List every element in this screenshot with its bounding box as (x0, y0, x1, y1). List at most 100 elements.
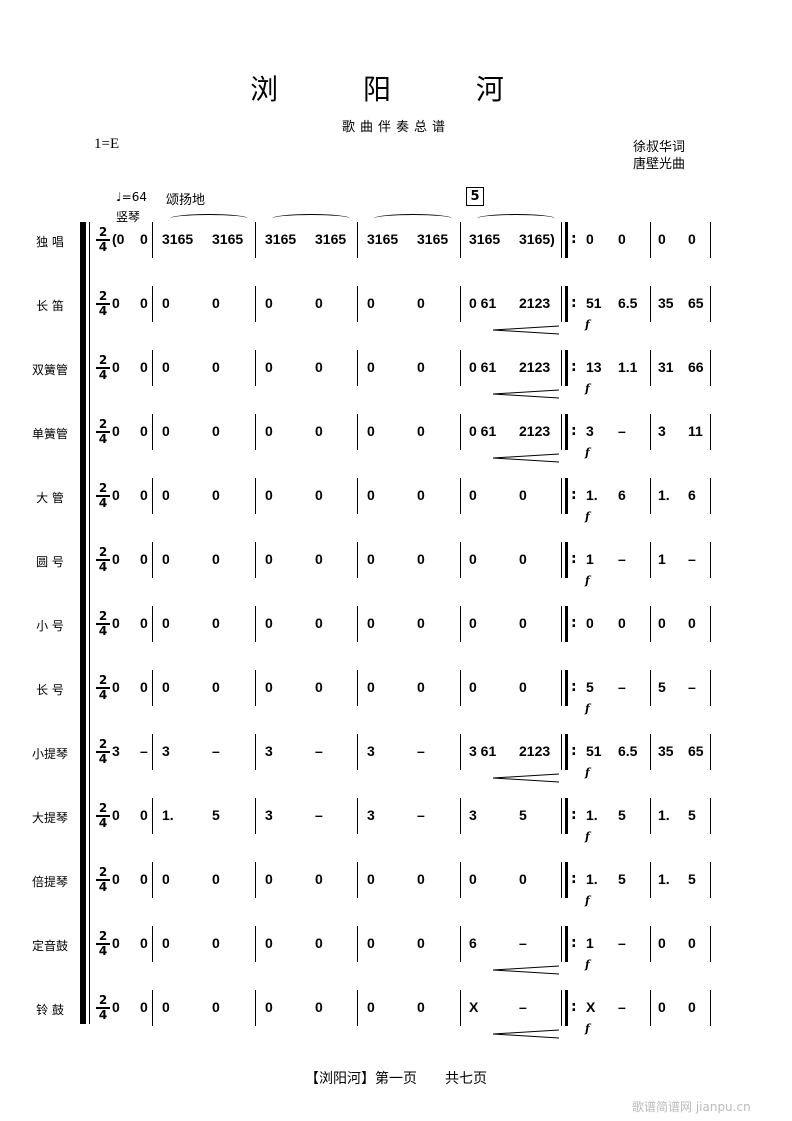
note-beat: 5 (688, 807, 696, 823)
note-beat: – (618, 999, 626, 1015)
barline (561, 222, 562, 258)
time-sig-top: 2 (98, 417, 108, 431)
note-beat: 0 (265, 423, 273, 439)
note-beat: 0 (162, 423, 170, 439)
watermark: 歌谱简谱网 jianpu.cn (632, 1100, 751, 1114)
barline (561, 670, 562, 706)
slur (170, 214, 248, 223)
note-beat: 0 (519, 551, 527, 567)
note-beat: 0 (658, 615, 666, 631)
barline (152, 606, 153, 642)
repeat-dots: : (571, 231, 577, 247)
note-beat: 0 (112, 807, 120, 823)
repeat-barline (565, 286, 568, 322)
time-sig-bottom: 4 (98, 815, 108, 830)
crescendo-hairpin-icon (492, 965, 560, 975)
barline (561, 926, 562, 962)
barline (460, 862, 461, 898)
repeat-barline (565, 670, 568, 706)
note-beat: 51 (586, 295, 602, 311)
note-beat: 0 (112, 999, 120, 1015)
system-bracket (80, 222, 86, 1024)
dynamic-forte: f (585, 510, 590, 523)
note-beat: 3165) (519, 231, 555, 247)
note-beat: 0 (212, 679, 220, 695)
note-beat: X (586, 999, 596, 1015)
instrument-name: 铃 鼓 (36, 1003, 64, 1017)
note-beat: 0 (315, 295, 323, 311)
note-beat: 3 (265, 807, 273, 823)
barline (152, 414, 153, 450)
barline (561, 478, 562, 514)
note-beat: 0 (265, 999, 273, 1015)
note-beat: – (688, 679, 696, 695)
note-beat: 0 (265, 487, 273, 503)
repeat-dots: : (571, 999, 577, 1015)
barline (357, 286, 358, 322)
barline (255, 862, 256, 898)
dynamic-forte: f (585, 1022, 590, 1035)
note-beat: 0 (140, 295, 148, 311)
note-beat: 0 (112, 679, 120, 695)
note-beat: 0 (417, 359, 425, 375)
barline (650, 734, 651, 770)
note-beat: – (618, 679, 626, 695)
note-beat: 0 61 (469, 359, 497, 375)
note-beat: 3165 (315, 231, 347, 247)
dynamic-forte: f (585, 574, 590, 587)
time-sig-line (96, 623, 110, 625)
time-sig-bottom: 4 (98, 239, 108, 254)
note-beat: 0 (162, 935, 170, 951)
note-beat: 0 (367, 935, 375, 951)
note-beat: 0 (112, 615, 120, 631)
time-sig-line (96, 495, 110, 497)
instrument-name: 定音鼓 (31, 939, 68, 953)
note-beat: 0 (212, 999, 220, 1015)
note-beat: 0 (367, 615, 375, 631)
barline (152, 798, 153, 834)
barline (357, 478, 358, 514)
note-beat: 3 (265, 743, 273, 759)
note-beat: 0 (212, 359, 220, 375)
note-beat: 0 (162, 999, 170, 1015)
note-beat: 0 (367, 679, 375, 695)
note-beat: 0 (315, 551, 323, 567)
note-beat: 0 (688, 999, 696, 1015)
lyricist: 徐叔华词 (633, 140, 686, 155)
barline (561, 862, 562, 898)
barline (710, 606, 711, 642)
note-beat: 0 (315, 423, 323, 439)
crescendo-hairpin-icon (492, 1029, 560, 1039)
repeat-barline (565, 542, 568, 578)
note-beat: 0 (140, 551, 148, 567)
note-beat: 1 (658, 551, 666, 567)
barline (710, 990, 711, 1026)
note-beat: 65 (688, 295, 704, 311)
crescendo-hairpin-icon (492, 453, 560, 463)
time-sig-top: 2 (98, 225, 108, 239)
barline (561, 414, 562, 450)
note-beat: 0 (265, 679, 273, 695)
barline (650, 606, 651, 642)
note-beat: 0 (212, 487, 220, 503)
slur (477, 214, 555, 223)
instrument-name: 大 管 (36, 491, 64, 505)
barline (460, 222, 461, 258)
time-sig-line (96, 431, 110, 433)
barline (152, 990, 153, 1026)
page-footer: 【浏阳河】第一页 共七页 (305, 1071, 487, 1087)
time-sig-line (96, 879, 110, 881)
barline (460, 286, 461, 322)
note-beat: 0 (265, 615, 273, 631)
note-beat: 0 (618, 615, 626, 631)
note-beat: 3165 (162, 231, 194, 247)
time-sig-top: 2 (98, 993, 108, 1007)
barline (650, 926, 651, 962)
note-beat: 0 (140, 999, 148, 1015)
note-beat: 0 (212, 295, 220, 311)
time-sig-bottom: 4 (98, 751, 108, 766)
repeat-barline (565, 606, 568, 642)
note-beat: 0 (212, 551, 220, 567)
